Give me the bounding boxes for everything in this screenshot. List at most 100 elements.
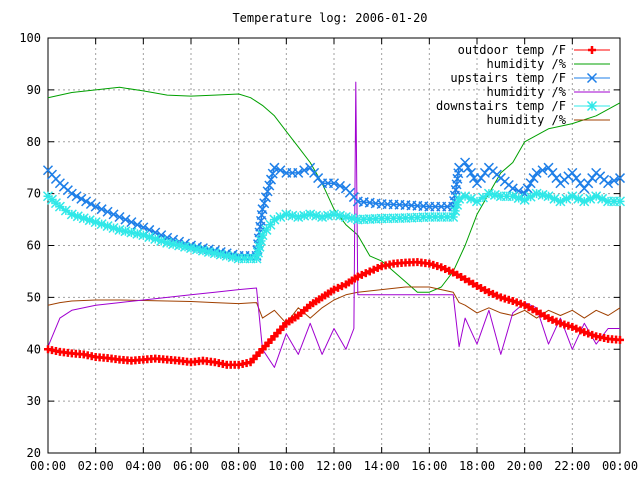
- data-point: [551, 173, 562, 184]
- data-point: [66, 188, 77, 199]
- data-point: [227, 252, 238, 263]
- data-point: [132, 228, 143, 239]
- y-tick-label: 40: [27, 342, 41, 356]
- data-point: [162, 237, 173, 248]
- data-point: [317, 211, 328, 222]
- data-point: [120, 226, 131, 237]
- data-point: [114, 224, 125, 235]
- data-point: [81, 196, 92, 207]
- data-point: [513, 193, 524, 204]
- data-point: [334, 210, 345, 221]
- y-tick-label: 30: [27, 394, 41, 408]
- y-tick-label: 100: [19, 31, 41, 45]
- data-point: [257, 230, 268, 241]
- data-point: [259, 198, 270, 209]
- data-point: [251, 253, 262, 264]
- data-point: [254, 241, 265, 252]
- data-point: [508, 297, 517, 306]
- x-tick-label: 00:00: [602, 459, 638, 473]
- data-point: [305, 162, 316, 173]
- data-point: [583, 178, 594, 189]
- legend-label: outdoor temp /F: [458, 43, 566, 57]
- data-point: [191, 244, 202, 255]
- legend-marker: [586, 100, 598, 112]
- data-point: [126, 227, 137, 238]
- data-point: [287, 210, 298, 221]
- data-point: [305, 209, 316, 220]
- legend-marker: [586, 72, 598, 84]
- data-point: [168, 239, 179, 250]
- data-point: [132, 219, 143, 230]
- legend-label: humidity /%: [487, 57, 567, 71]
- data-point: [203, 246, 214, 258]
- data-point: [120, 214, 131, 225]
- data-point: [575, 178, 586, 189]
- data-point: [609, 175, 620, 186]
- data-point: [265, 219, 276, 230]
- data-point: [262, 186, 273, 197]
- data-point: [102, 206, 113, 217]
- x-tick-label: 22:00: [554, 459, 590, 473]
- data-point: [588, 330, 597, 339]
- series-layer: [42, 81, 626, 369]
- data-point: [96, 204, 107, 215]
- data-point: [614, 196, 626, 207]
- data-point: [507, 183, 518, 194]
- data-point: [450, 205, 461, 216]
- legend-label: upstairs temp /F: [450, 71, 566, 85]
- data-point: [475, 173, 487, 184]
- data-point: [507, 191, 518, 202]
- legend-label: humidity /%: [487, 113, 567, 127]
- x-tick-label: 08:00: [221, 459, 257, 473]
- data-point: [267, 168, 278, 179]
- data-point: [85, 198, 96, 210]
- x-tick-label: 06:00: [173, 459, 209, 473]
- x-tick-label: 14:00: [364, 459, 400, 473]
- data-point: [126, 217, 137, 228]
- data-point: [299, 210, 310, 221]
- data-point: [587, 173, 598, 184]
- data-point: [483, 188, 494, 199]
- data-point: [340, 211, 351, 222]
- data-point: [108, 209, 119, 220]
- data-point: [547, 167, 558, 178]
- y-tick-label: 70: [27, 187, 41, 201]
- data-point: [528, 173, 539, 184]
- x-tick-label: 16:00: [411, 459, 447, 473]
- data-point: [209, 248, 220, 259]
- data-point: [537, 165, 548, 176]
- data-point: [76, 193, 87, 204]
- data-point: [313, 173, 324, 184]
- data-point: [299, 165, 310, 176]
- data-point: [66, 209, 77, 220]
- chart-title: Temperature log: 2006-01-20: [232, 11, 427, 25]
- data-point: [567, 167, 578, 178]
- data-point: [328, 178, 340, 189]
- y-tick-label: 60: [27, 239, 41, 253]
- x-tick-label: 20:00: [507, 459, 543, 473]
- x-tick-label: 00:00: [30, 459, 66, 473]
- data-point: [531, 167, 542, 178]
- data-point: [260, 192, 271, 203]
- data-point: [275, 165, 286, 176]
- data-point: [452, 199, 463, 210]
- data-point: [293, 167, 304, 178]
- x-tick-label: 04:00: [125, 459, 161, 473]
- data-point: [537, 189, 548, 200]
- grid: [48, 38, 620, 453]
- data-point: [102, 221, 113, 232]
- series-0: [44, 258, 624, 369]
- data-point: [328, 209, 340, 220]
- y-tick-label: 80: [27, 135, 41, 149]
- data-point: [579, 183, 590, 194]
- x-tick-label: 10:00: [268, 459, 304, 473]
- data-point: [584, 329, 593, 338]
- data-point: [114, 211, 125, 222]
- data-point: [603, 178, 614, 189]
- data-point: [522, 183, 533, 194]
- data-point: [180, 241, 191, 252]
- data-point: [616, 335, 624, 344]
- data-point: [323, 210, 334, 221]
- x-tick-label: 12:00: [316, 459, 352, 473]
